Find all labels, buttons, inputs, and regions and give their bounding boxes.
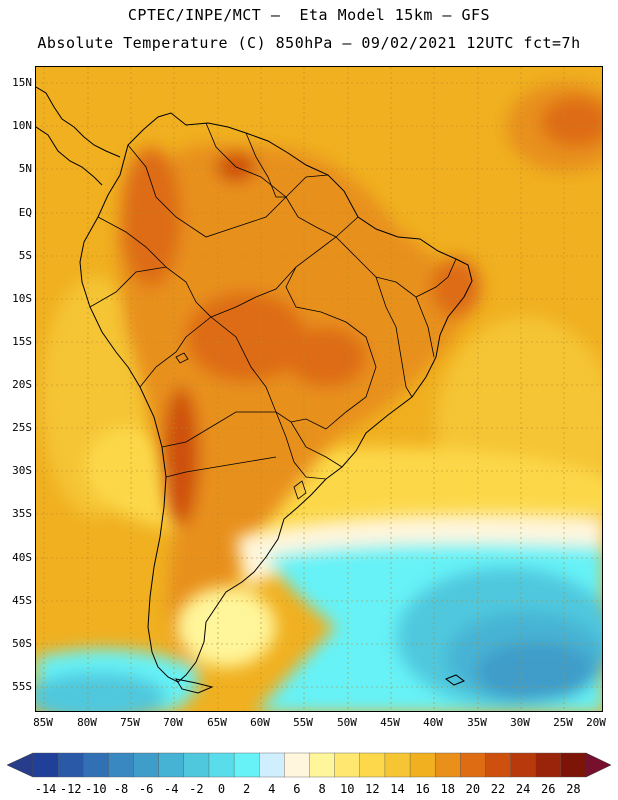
lat-label: 10N: [12, 119, 32, 132]
colorbar-cell: [309, 752, 336, 778]
lat-label: 25S: [12, 421, 32, 434]
lat-label: 50S: [12, 637, 32, 650]
colorbar-cell: [384, 752, 411, 778]
lat-label: 45S: [12, 594, 32, 607]
colorbar: [6, 752, 612, 778]
lon-label: 20W: [586, 716, 606, 729]
lon-label: 45W: [380, 716, 400, 729]
colorbar-tick-label: 10: [339, 782, 355, 796]
lon-label: 80W: [77, 716, 97, 729]
colorbar-cell: [83, 752, 109, 778]
field-andes-south-hot: [163, 387, 199, 527]
lat-label: 15N: [12, 76, 32, 89]
lon-label: 85W: [33, 716, 53, 729]
lat-label: 30S: [12, 464, 32, 477]
lon-label: 25W: [553, 716, 573, 729]
field-northeast-brazil-hot: [431, 257, 481, 317]
lon-label: 35W: [467, 716, 487, 729]
colorbar-tick-label: 2: [243, 782, 251, 796]
colorbar-cell: [334, 752, 361, 778]
tierra-del-fuego: [174, 678, 214, 694]
colorbar-cell: [208, 752, 235, 778]
field-patagonia-mild: [176, 587, 276, 667]
lat-label: 40S: [12, 551, 32, 564]
lat-label: 5S: [18, 249, 32, 262]
colorbar-cells: [32, 752, 587, 778]
temperature-map[interactable]: [35, 66, 603, 712]
colorbar-cell: [409, 752, 436, 778]
lat-label: 15S: [12, 335, 32, 348]
colorbar-cell: [359, 752, 386, 778]
colorbar-cell: [434, 752, 461, 778]
colorbar-tick-label: 16: [415, 782, 430, 796]
lat-label: 20S: [12, 378, 32, 391]
colorbar-tick-label: 6: [293, 782, 301, 796]
lagoa-dos-patos: [293, 480, 307, 500]
colorbar-tick-label: 18: [440, 782, 455, 796]
colorbar-tick-label: -8: [113, 782, 129, 796]
colorbar-tick-label: 14: [390, 782, 405, 796]
field-northeast-hot: [541, 97, 602, 147]
colorbar-cell: [485, 752, 512, 778]
colorbar-tick-label: 8: [318, 782, 326, 796]
field-chaco-hot: [186, 292, 306, 382]
colorbar-cell: [133, 752, 160, 778]
colorbar-tick-label: 28: [566, 782, 581, 796]
colorbar-cell: [460, 752, 486, 778]
temperature-field: [36, 67, 602, 711]
field-continent-warm: [116, 143, 466, 667]
colorbar-tick-label: -6: [138, 782, 154, 796]
colorbar-tick-label: -12: [59, 782, 82, 796]
lake-titicaca: [175, 352, 189, 364]
lon-label: 50W: [337, 716, 357, 729]
colorbar-tick-label: -10: [84, 782, 107, 796]
lat-label: EQ: [18, 206, 32, 219]
colorbar-cell: [284, 752, 310, 778]
falkland-islands: [444, 674, 466, 686]
lon-label: 65W: [207, 716, 227, 729]
lon-label: 75W: [120, 716, 140, 729]
colorbar-tick-label: 24: [515, 782, 531, 796]
lon-label: 40W: [423, 716, 443, 729]
colorbar-cell: [32, 752, 59, 778]
map-title-line1: CPTEC/INPE/MCT – Eta Model 15km – GFS: [127, 6, 491, 24]
lon-label: 55W: [293, 716, 313, 729]
colorbar-cell: [233, 752, 260, 778]
field-pacific-cool-spot: [86, 427, 166, 507]
colorbar-cell: [510, 752, 537, 778]
lon-label: 60W: [250, 716, 270, 729]
central-america-pacific-coast: [36, 126, 103, 186]
colorbar-cell: [57, 752, 84, 778]
map-title-line2: Absolute Temperature (C) 850hPa – 09/02/…: [37, 34, 581, 52]
lat-label: 55S: [12, 680, 32, 693]
colorbar-tick-label: 26: [541, 782, 556, 796]
field-central-hot: [286, 327, 366, 387]
central-america-coast: [36, 86, 121, 158]
colorbar-tick-label: 4: [268, 782, 276, 796]
field-cold-core-3: [476, 642, 596, 702]
colorbar-over-triangle: [585, 752, 612, 778]
lon-label: 30W: [510, 716, 530, 729]
colorbar-tick-label: 22: [490, 782, 506, 796]
colorbar-cell: [560, 752, 587, 778]
colorbar-tick-label: 12: [365, 782, 380, 796]
colorbar-cell: [158, 752, 185, 778]
lon-label: 70W: [163, 716, 183, 729]
colorbar-cell: [108, 752, 135, 778]
lat-label: 35S: [12, 507, 32, 520]
colorbar-tick-label: 20: [465, 782, 481, 796]
colorbar-tick-label: 0: [217, 782, 226, 796]
colorbar-cell: [183, 752, 210, 778]
country-borders: [89, 122, 457, 480]
colorbar-under-triangle: [6, 752, 34, 778]
lat-label: 5N: [18, 162, 32, 175]
colorbar-cell: [259, 752, 285, 778]
field-andes-north-hot: [121, 147, 181, 287]
colorbar-cell: [535, 752, 562, 778]
colorbar-tick-label: -4: [164, 782, 179, 796]
field-pacific-south-core: [36, 672, 166, 711]
colorbar-tick-label: -14: [34, 782, 57, 796]
lat-label: 10S: [12, 292, 32, 305]
colorbar-tick-label: -2: [189, 782, 204, 796]
